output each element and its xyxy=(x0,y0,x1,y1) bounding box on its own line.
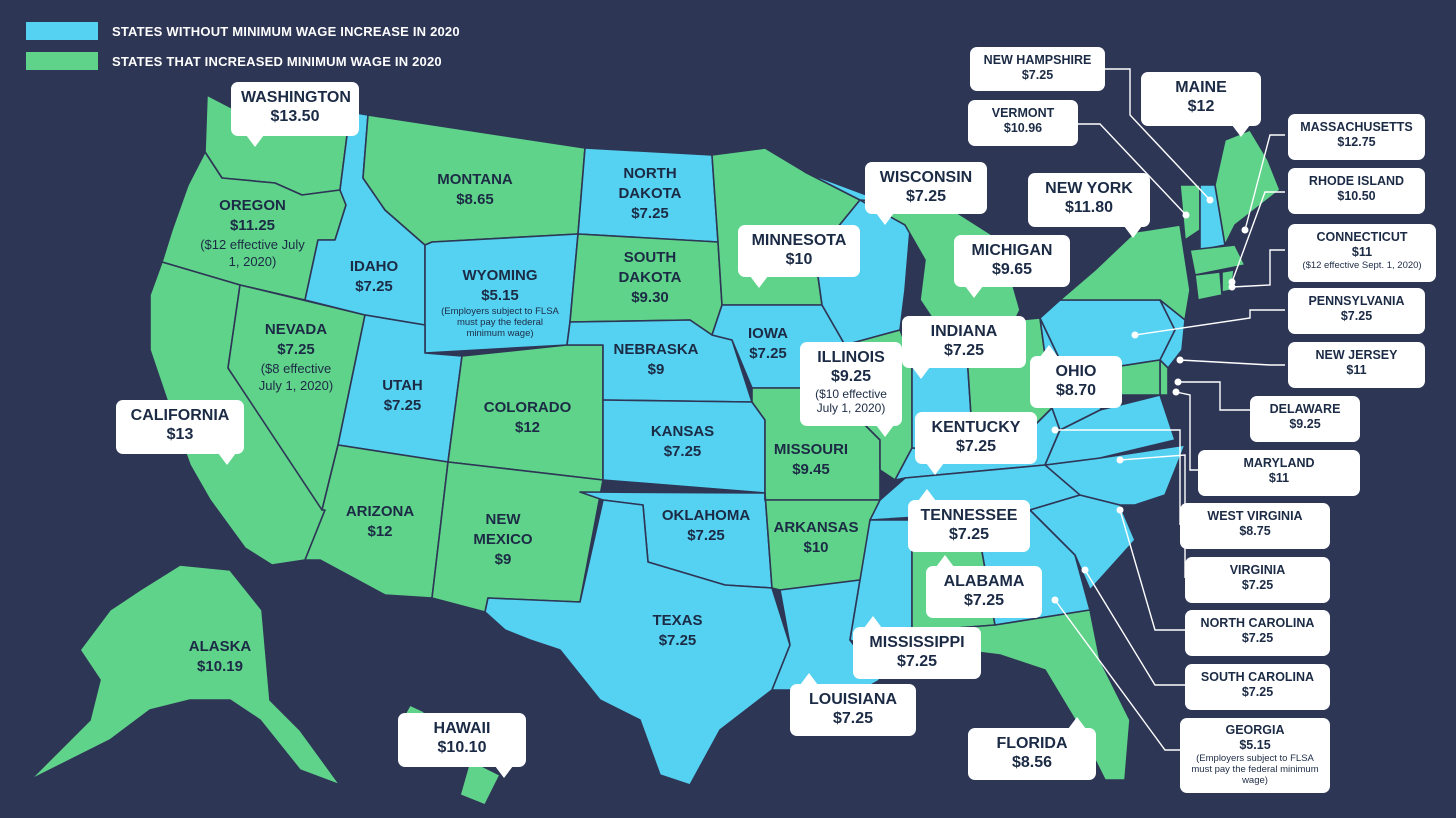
label-alaska: ALASKA $10.19 xyxy=(188,638,252,675)
label-connecticut: CONNECTICUT $11 ($12 effective Sept. 1, … xyxy=(1288,224,1436,282)
pointer-alabama xyxy=(936,555,954,567)
legend-label-no-increase: STATES WITHOUT MINIMUM WAGE INCREASE IN … xyxy=(112,23,460,39)
legend-item-increased: STATES THAT INCREASED MINIMUM WAGE IN 20… xyxy=(26,52,442,70)
leader-maryland xyxy=(1175,391,1198,471)
label-south-dakota: SOUTH DAKOTA $9.30 xyxy=(618,249,682,306)
pointer-michigan xyxy=(965,286,983,298)
label-arizona: ARIZONA $12 xyxy=(345,503,415,540)
pointer-kentucky xyxy=(926,463,944,475)
label-hawaii: HAWAII $10.10 xyxy=(398,713,526,767)
label-oregon: OREGON $11.25 ($12 effective July 1, 202… xyxy=(200,197,305,269)
label-nevada: NEVADA $7.25 ($8 effective July 1, 2020) xyxy=(258,321,334,393)
label-new-jersey: NEW JERSEY $11 xyxy=(1288,342,1425,388)
label-indiana: INDIANA $7.25 xyxy=(902,316,1026,368)
label-idaho: IDAHO $7.25 xyxy=(349,258,399,295)
label-north-dakota: NORTH DAKOTA $7.25 xyxy=(618,165,682,222)
pointer-illinois xyxy=(876,425,894,437)
legend-label-increased: STATES THAT INCREASED MINIMUM WAGE IN 20… xyxy=(112,53,442,69)
label-new-mexico: NEW MEXICO $9 xyxy=(473,511,533,568)
label-nebraska: NEBRASKA $9 xyxy=(613,341,699,378)
label-iowa: IOWA $7.25 xyxy=(748,325,788,362)
label-alabama: ALABAMA $7.25 xyxy=(926,566,1042,618)
label-montana: MONTANA $8.65 xyxy=(437,171,513,208)
leader-pennsylvania xyxy=(1134,309,1285,336)
leader-lines xyxy=(1054,68,1285,751)
label-wisconsin: WISCONSIN $7.25 xyxy=(865,162,987,214)
pointer-california xyxy=(218,453,236,465)
pointer-minnesota xyxy=(750,276,768,288)
label-maryland: MARYLAND $11 xyxy=(1198,450,1360,496)
state-florida xyxy=(911,609,1131,781)
label-wyoming: WYOMING $5.15 (Employers subject to FLSA… xyxy=(441,267,559,339)
label-louisiana: LOUISIANA $7.25 xyxy=(790,684,916,736)
label-florida: FLORIDA $8.56 xyxy=(968,728,1096,780)
label-oklahoma: OKLAHOMA $7.25 xyxy=(661,507,751,544)
legend-swatch-no-increase xyxy=(26,22,98,40)
pointer-tennessee xyxy=(918,489,936,501)
leader-massachusetts xyxy=(1244,134,1285,231)
state-hawaii xyxy=(459,759,501,806)
legend-swatch-increased xyxy=(26,52,98,70)
leader-vermont xyxy=(1078,123,1187,216)
pointer-louisiana xyxy=(800,673,818,685)
label-rhode-island: RHODE ISLAND $10.50 xyxy=(1288,168,1425,214)
label-mississippi: MISSISSIPPI $7.25 xyxy=(853,627,981,679)
leader-delaware xyxy=(1178,381,1250,411)
leader-georgia xyxy=(1054,599,1180,751)
pointer-maine xyxy=(1232,125,1250,137)
leader-new-hampshire xyxy=(1105,68,1211,201)
leader-new-jersey xyxy=(1179,359,1285,366)
leader-north-carolina xyxy=(1119,509,1185,631)
state-north-carolina xyxy=(1044,444,1186,506)
label-ohio: OHIO $8.70 xyxy=(1030,356,1122,408)
label-pennsylvania: PENNSYLVANIA $7.25 xyxy=(1288,288,1425,334)
label-georgia: GEORGIA $5.15 (Employers subject to FLSA… xyxy=(1180,718,1330,793)
label-texas: TEXAS $7.25 xyxy=(652,612,703,649)
pointer-washington xyxy=(246,135,264,147)
pointer-hawaii xyxy=(495,766,513,778)
label-california: CALIFORNIA $13 xyxy=(116,400,244,454)
label-kansas: KANSAS $7.25 xyxy=(650,423,715,460)
label-west-virginia: WEST VIRGINIA $8.75 xyxy=(1180,503,1330,549)
label-arkansas: ARKANSAS $10 xyxy=(773,519,859,556)
state-alaska xyxy=(29,564,341,786)
label-north-carolina: NORTH CAROLINA $7.25 xyxy=(1185,610,1330,656)
pointer-wisconsin xyxy=(876,213,894,225)
label-south-carolina: SOUTH CAROLINA $7.25 xyxy=(1185,664,1330,710)
label-new-york: NEW YORK $11.80 xyxy=(1028,173,1150,227)
label-illinois: ILLINOIS $9.25 ($10 effective July 1, 20… xyxy=(800,342,902,426)
leader-south-carolina xyxy=(1084,569,1185,686)
state-texas xyxy=(484,499,791,786)
label-utah: UTAH $7.25 xyxy=(382,377,423,414)
label-colorado: COLORADO $12 xyxy=(483,399,572,436)
label-kentucky: KENTUCKY $7.25 xyxy=(915,412,1037,464)
label-michigan: MICHIGAN $9.65 xyxy=(954,235,1070,287)
label-vermont: VERMONT $10.96 xyxy=(968,100,1078,146)
pointer-ohio xyxy=(1040,345,1058,357)
label-minnesota: MINNESOTA $10 xyxy=(738,225,860,277)
label-missouri: MISSOURI $9.45 xyxy=(773,441,849,478)
label-delaware: DELAWARE $9.25 xyxy=(1250,396,1360,442)
state-connecticut xyxy=(1194,271,1223,301)
label-washington: WASHINGTON $13.50 xyxy=(231,82,359,136)
label-new-hampshire: NEW HAMPSHIRE $7.25 xyxy=(970,47,1105,91)
pointer-mississippi xyxy=(864,616,882,628)
label-tennessee: TENNESSEE $7.25 xyxy=(908,500,1030,552)
legend-item-no-increase: STATES WITHOUT MINIMUM WAGE INCREASE IN … xyxy=(26,22,460,40)
leader-rhode-island xyxy=(1231,191,1285,283)
leader-connecticut xyxy=(1231,249,1285,288)
label-massachusetts: MASSACHUSETTS $12.75 xyxy=(1288,114,1425,160)
state-massachusetts xyxy=(1189,244,1246,276)
pointer-florida xyxy=(1068,717,1086,729)
pointer-new-york xyxy=(1124,226,1142,238)
label-virginia: VIRGINIA $7.25 xyxy=(1185,557,1330,603)
label-maine: MAINE $12 xyxy=(1141,72,1261,126)
leader-west-virginia xyxy=(1055,429,1181,525)
pointer-indiana xyxy=(912,367,930,379)
